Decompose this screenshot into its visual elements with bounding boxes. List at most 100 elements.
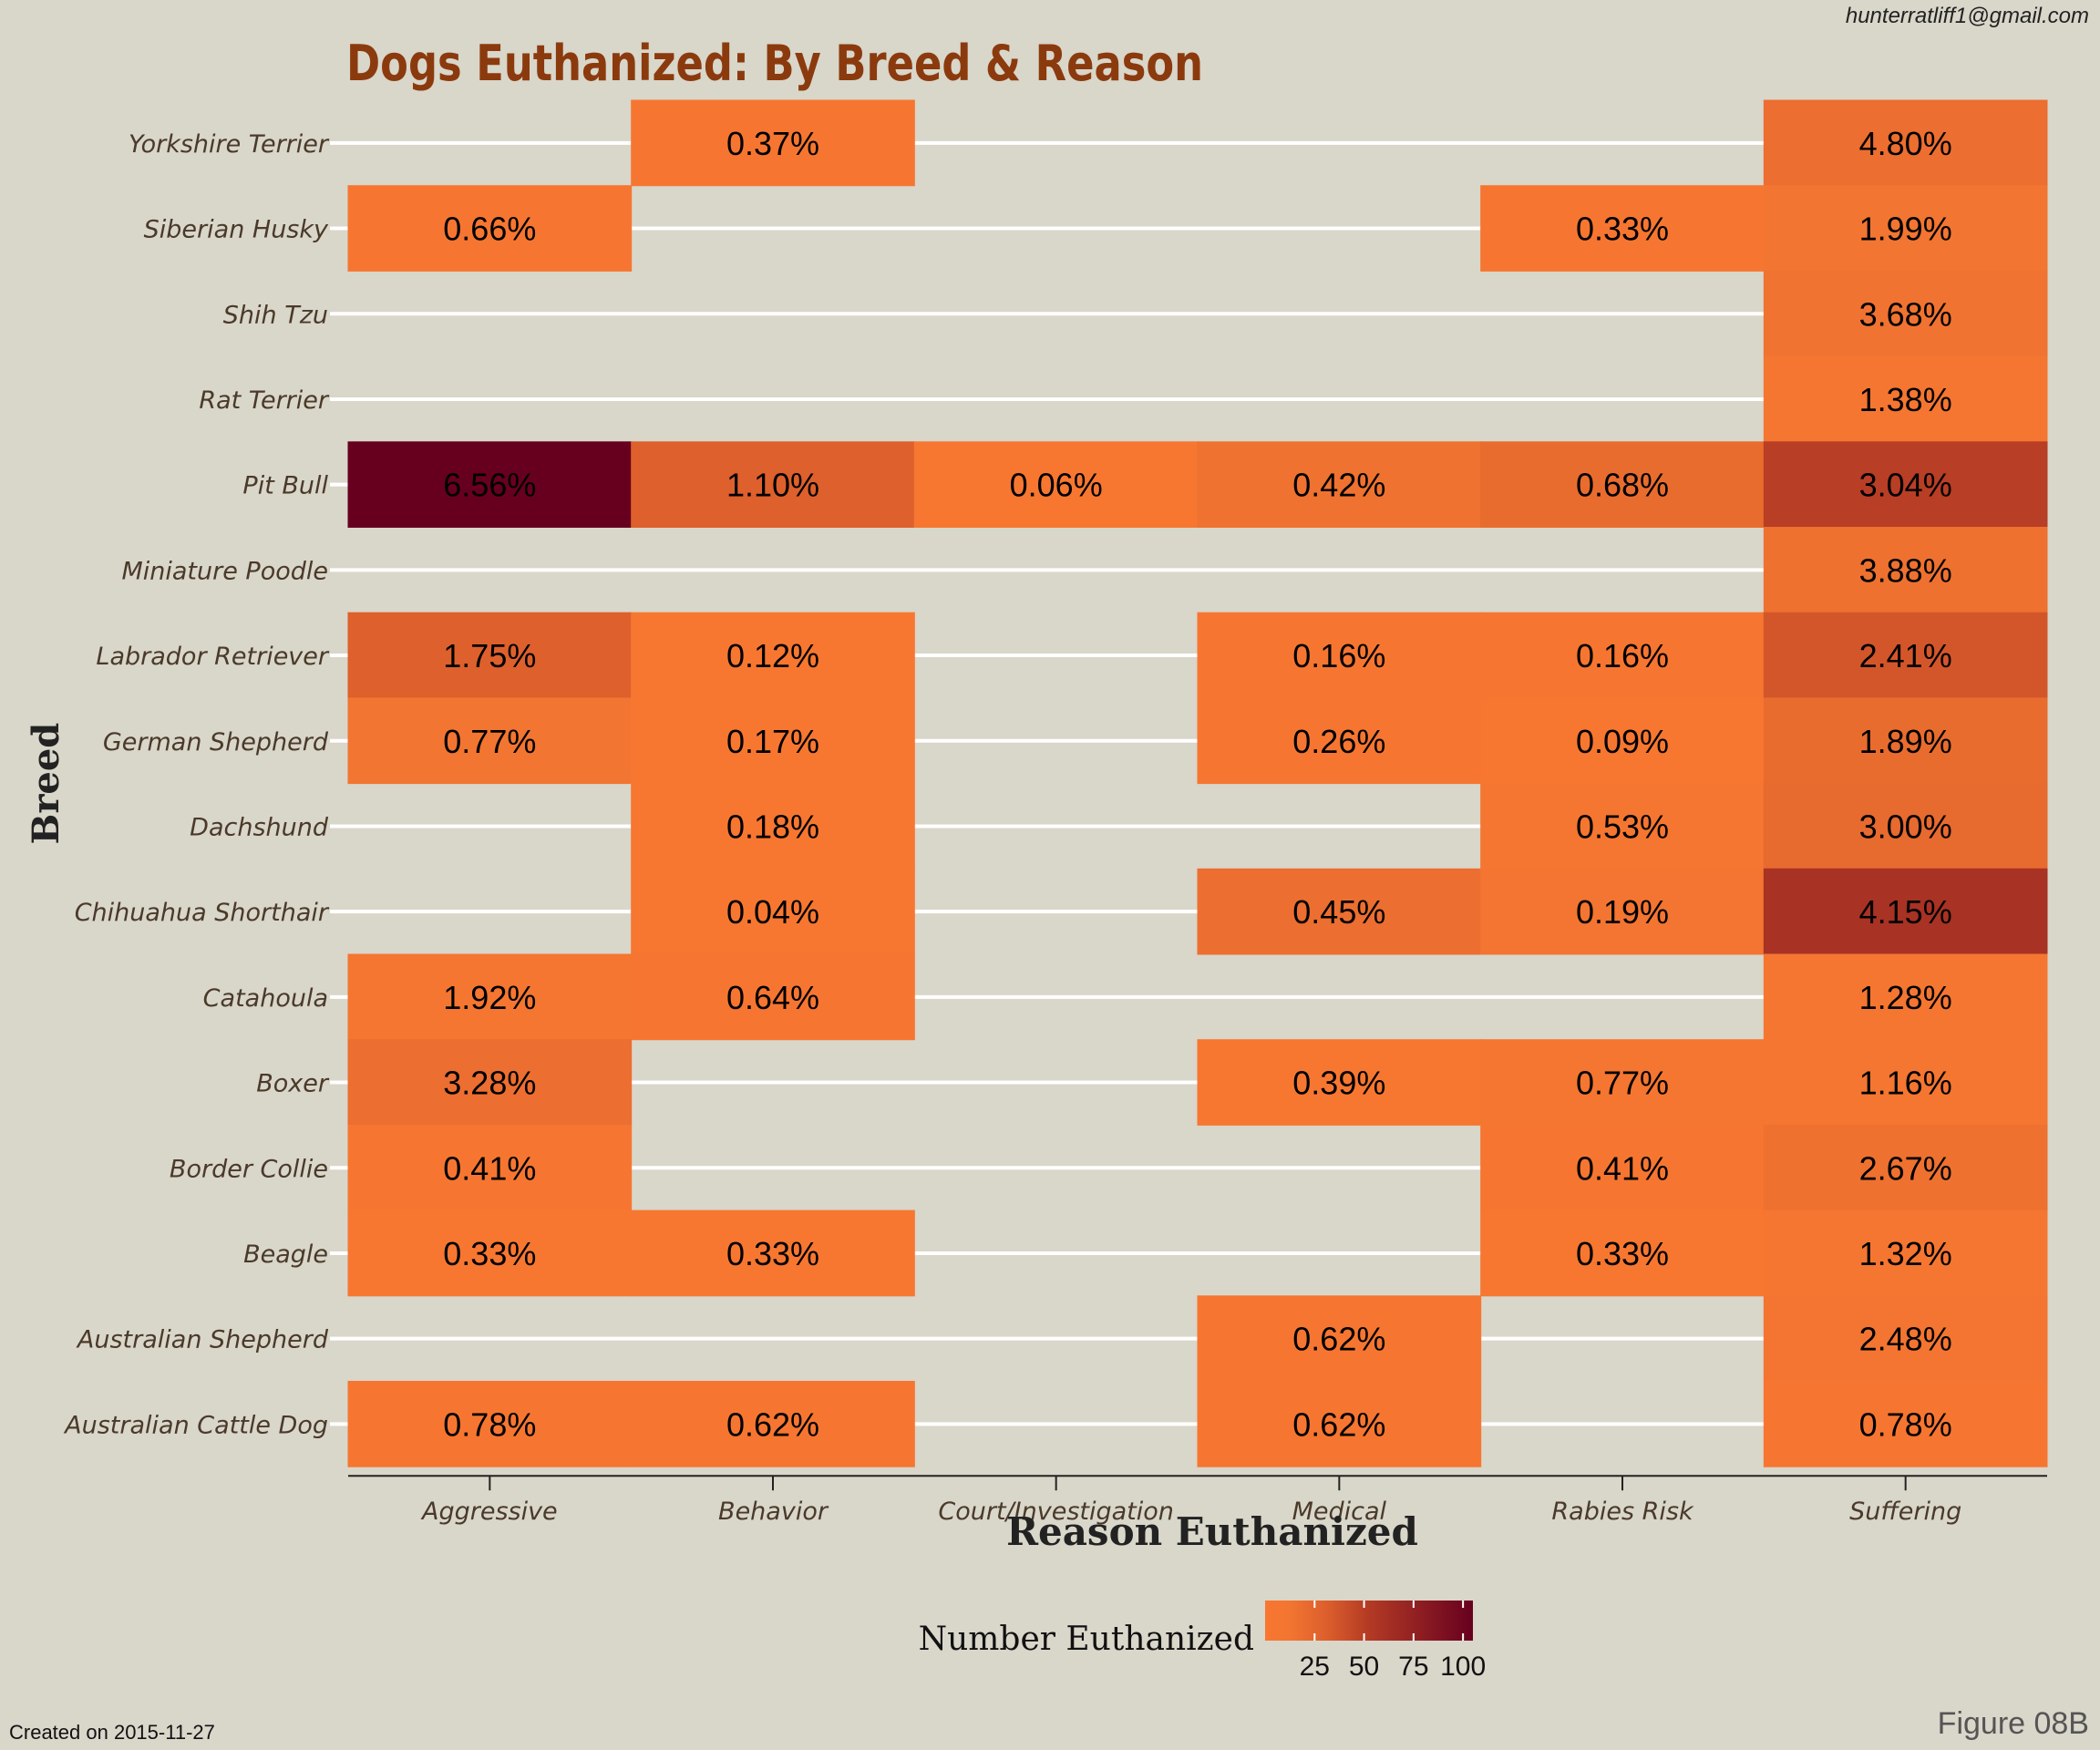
cell-label: 0.17%	[726, 723, 819, 760]
heatmap-cell	[1480, 441, 1765, 528]
author-email: hunterratliff1@gmail.com	[1845, 4, 2089, 28]
heatmap-cell	[1480, 1210, 1765, 1297]
legend-colorbar	[1265, 1601, 1473, 1641]
cell-label: 0.78%	[443, 1405, 536, 1443]
x-tick-label: Behavior	[718, 1498, 829, 1526]
cell-label: 0.68%	[1576, 467, 1669, 504]
cell-label: 3.04%	[1859, 467, 1952, 504]
cell-label: 0.66%	[443, 211, 536, 248]
cell-label: 0.45%	[1292, 893, 1385, 931]
heatmap-cell	[631, 1381, 915, 1467]
y-tick-label: Chihuahua Shorthair	[75, 899, 330, 927]
heatmap-cell	[1763, 355, 2048, 443]
cell-label: 0.62%	[726, 1405, 819, 1443]
x-tick-label: Rabies Risk	[1551, 1498, 1694, 1526]
x-tick-label: Aggressive	[420, 1498, 558, 1526]
heatmap-cell	[1480, 612, 1765, 699]
heatmap-cell	[1763, 612, 2048, 699]
cell-label: 0.33%	[726, 1235, 819, 1272]
cell-label: 1.92%	[443, 979, 536, 1016]
cell-label: 2.48%	[1859, 1321, 1952, 1358]
y-tick-label: Yorkshire Terrier	[129, 130, 330, 159]
heatmap-cell	[631, 953, 915, 1041]
heatmap-cell	[1197, 868, 1482, 955]
y-tick-label: Australian Shepherd	[76, 1326, 329, 1354]
heatmap-cell	[1197, 1381, 1482, 1467]
cell-label: 0.04%	[726, 893, 819, 931]
cell-label: 0.62%	[1292, 1405, 1385, 1443]
cell-label: 0.77%	[443, 723, 536, 760]
y-tick-label: Catahoula	[203, 984, 328, 1013]
y-tick-label: Shih Tzu	[223, 301, 328, 329]
x-axis-title: Reason Euthanized	[1006, 1509, 1418, 1554]
cell-label: 0.16%	[1292, 637, 1385, 674]
chart-title: Dogs Euthanized: By Breed & Reason	[346, 35, 1203, 92]
heatmap-cell	[347, 1124, 633, 1211]
cell-label: 1.38%	[1859, 381, 1952, 418]
cell-label: 0.41%	[443, 1149, 536, 1187]
heatmap-cell	[347, 612, 633, 699]
cell-label: 0.33%	[443, 1235, 536, 1272]
legend-tick-label: 75	[1398, 1652, 1428, 1682]
heatmap-cell	[1763, 783, 2048, 870]
cell-label: 1.32%	[1859, 1235, 1952, 1272]
cell-label: 0.37%	[726, 125, 819, 162]
y-tick-label: Miniature Poodle	[121, 557, 328, 585]
cell-label: 2.67%	[1859, 1149, 1952, 1187]
cell-label: 0.64%	[726, 979, 819, 1016]
cell-label: 0.06%	[1010, 467, 1103, 504]
cell-label: 3.88%	[1859, 551, 1952, 589]
cell-label: 0.12%	[726, 637, 819, 674]
heatmap-cell	[347, 185, 633, 272]
cell-label: 0.77%	[1576, 1065, 1669, 1102]
cell-label: 6.56%	[443, 467, 536, 504]
heatmap-cell	[1480, 783, 1765, 870]
cell-label: 0.39%	[1292, 1065, 1385, 1102]
cell-label: 0.42%	[1292, 467, 1385, 504]
heatmap-cell	[1763, 527, 2048, 613]
heatmap-cell	[631, 441, 915, 528]
cell-label: 0.19%	[1576, 893, 1669, 931]
cell-label: 1.10%	[726, 467, 819, 504]
heatmap-cell	[1763, 697, 2048, 785]
heatmap-cell	[1763, 868, 2048, 955]
cell-label: 0.33%	[1576, 211, 1669, 248]
heatmap-cell	[1763, 1381, 2048, 1467]
cell-label: 0.78%	[1859, 1405, 1952, 1443]
heatmap-cell	[1480, 1039, 1765, 1126]
y-tick-label: Rat Terrier	[199, 386, 330, 415]
figure-label: Figure 08B	[1937, 1706, 2089, 1741]
heatmap-cell	[1480, 185, 1765, 272]
cell-label: 4.15%	[1859, 893, 1952, 931]
legend-tick-label: 25	[1300, 1652, 1330, 1682]
cell-label: 0.26%	[1292, 723, 1385, 760]
y-tick-label: Boxer	[256, 1070, 330, 1098]
heatmap-cell	[1197, 441, 1482, 528]
x-tick-label: Medical	[1292, 1498, 1387, 1526]
cell-label: 1.16%	[1859, 1065, 1952, 1102]
heatmap-cell	[1197, 1295, 1482, 1382]
heatmap-cell	[1197, 697, 1482, 785]
heatmap-cell	[1763, 441, 2048, 528]
heatmap-cell	[347, 1381, 633, 1467]
cell-label: 3.00%	[1859, 808, 1952, 845]
heatmap-cell	[1763, 270, 2048, 357]
legend-tick-label: 100	[1440, 1652, 1486, 1682]
cell-label: 1.28%	[1859, 979, 1952, 1016]
cell-label: 0.18%	[726, 808, 819, 845]
heatmap-cell	[1197, 612, 1482, 699]
cell-label: 0.53%	[1576, 808, 1669, 845]
heatmap-cell	[1763, 953, 2048, 1041]
y-tick-label: Siberian Husky	[144, 216, 329, 244]
cell-label: 0.09%	[1576, 723, 1669, 760]
cell-label: 3.28%	[443, 1065, 536, 1102]
cell-label: 0.41%	[1576, 1149, 1669, 1187]
cell-label: 0.33%	[1576, 1235, 1669, 1272]
heatmap-cell	[1763, 1124, 2048, 1211]
heatmap-cell	[1197, 1039, 1482, 1126]
y-tick-label: German Shepherd	[103, 728, 329, 757]
cell-label: 1.75%	[443, 637, 536, 674]
y-tick-label: Beagle	[243, 1240, 328, 1269]
heatmap-cell	[631, 868, 915, 955]
heatmap-cell	[631, 697, 915, 785]
